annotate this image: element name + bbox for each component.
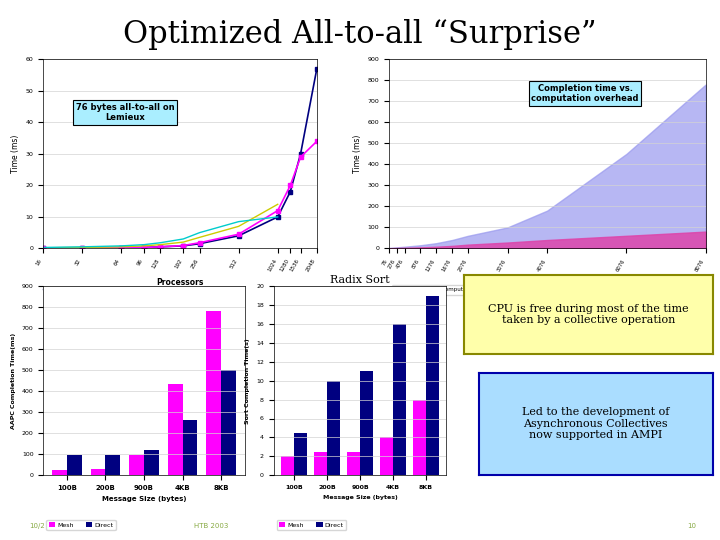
MPI	[39, 245, 48, 251]
Hypercube	[179, 239, 188, 245]
Text: HTB 2003: HTB 2003	[194, 523, 229, 529]
Legend: Mesh, Direct: Mesh, Direct	[276, 520, 346, 530]
X-axis label: Message Size (bytes): Message Size (bytes)	[323, 496, 397, 501]
Bar	[360, 372, 372, 475]
X-axis label: Processors: Processors	[156, 278, 204, 287]
Hypercube	[195, 234, 204, 241]
3d Grid	[274, 214, 282, 220]
Bar	[144, 450, 158, 475]
Mesh	[274, 207, 282, 214]
Bar	[315, 451, 327, 475]
Mesh	[234, 231, 243, 238]
Text: 10/2: 10/2	[29, 523, 45, 529]
Bar	[130, 455, 144, 475]
Bar	[207, 312, 221, 475]
Bar	[413, 400, 426, 475]
Mesh	[296, 154, 305, 160]
3d Grid	[78, 244, 86, 250]
Mesh	[179, 242, 188, 249]
Legend: Mesh, Mesh Compute: Mesh, Mesh Compute	[392, 285, 469, 295]
MPI	[140, 244, 148, 251]
MPI	[179, 242, 188, 249]
3d Grid	[140, 241, 148, 248]
Text: Led to the development of
Asynchronous Collectives
now supported in AMPI: Led to the development of Asynchronous C…	[522, 407, 670, 441]
Bar	[168, 384, 182, 475]
Text: Completion time vs.
computation overhead: Completion time vs. computation overhead	[531, 84, 639, 103]
Legend: Mesh, Direct: Mesh, Direct	[46, 520, 116, 530]
Hypercube	[78, 244, 86, 251]
MPI	[274, 214, 282, 220]
Line: MPI: MPI	[42, 67, 318, 250]
Y-axis label: Time (ms): Time (ms)	[11, 134, 20, 173]
Bar	[393, 324, 405, 475]
Bar	[91, 469, 106, 475]
MPI	[117, 245, 126, 251]
MPI	[312, 66, 321, 72]
Text: CPU is free during most of the time
taken by a collective operation: CPU is free during most of the time take…	[488, 303, 689, 325]
Bar	[294, 433, 307, 475]
Y-axis label: Time (ms): Time (ms)	[353, 134, 361, 173]
3d Grid	[195, 230, 204, 236]
MPI	[78, 245, 86, 251]
Bar	[380, 437, 393, 475]
Bar	[67, 455, 81, 475]
Mesh	[195, 239, 204, 246]
Line: 3d Grid: 3d Grid	[43, 217, 278, 247]
Text: Optimized All-to-all “Surprise”: Optimized All-to-all “Surprise”	[123, 19, 597, 50]
Text: 10: 10	[688, 523, 697, 529]
Mesh	[286, 182, 294, 188]
Bar	[106, 455, 120, 475]
MPI	[195, 240, 204, 247]
Mesh	[39, 245, 48, 251]
3d Grid	[179, 235, 188, 242]
Hypercube	[140, 242, 148, 249]
MPI	[286, 188, 294, 195]
Hypercube	[117, 244, 126, 250]
Hypercube	[156, 241, 165, 248]
MPI	[296, 151, 305, 157]
Mesh	[117, 245, 126, 251]
3d Grid	[39, 244, 48, 251]
3d Grid	[234, 218, 243, 225]
Y-axis label: AAPC Completion Time(ms): AAPC Completion Time(ms)	[12, 333, 16, 429]
Mesh	[156, 244, 165, 250]
X-axis label: Message Size (bytes): Message Size (bytes)	[102, 496, 186, 503]
Legend: MPI, Mesh, Hypercube, 3d Grid: MPI, Mesh, Hypercube, 3d Grid	[40, 285, 167, 295]
X-axis label: Message Size (Bytes): Message Size (Bytes)	[501, 278, 593, 287]
Mesh	[312, 138, 321, 145]
Bar	[182, 420, 197, 475]
Bar	[327, 381, 340, 475]
Hypercube	[39, 245, 48, 251]
MPI	[234, 233, 243, 239]
Hypercube	[234, 223, 243, 230]
Line: Mesh: Mesh	[42, 139, 318, 250]
Mesh	[78, 245, 86, 251]
Bar	[348, 451, 360, 475]
Bar	[426, 295, 438, 475]
Mesh	[140, 244, 148, 251]
Bar	[282, 456, 294, 475]
MPI	[156, 244, 165, 250]
Line: Hypercube: Hypercube	[43, 204, 278, 248]
3d Grid	[117, 242, 126, 249]
Y-axis label: Sort Completion Time(s): Sort Completion Time(s)	[246, 338, 251, 423]
Title: Radix Sort: Radix Sort	[330, 275, 390, 286]
Hypercube	[274, 201, 282, 207]
Bar	[53, 470, 67, 475]
3d Grid	[156, 239, 165, 246]
Bar	[221, 370, 235, 475]
Text: 76 bytes all-to-all on
Lemieux: 76 bytes all-to-all on Lemieux	[76, 103, 174, 122]
